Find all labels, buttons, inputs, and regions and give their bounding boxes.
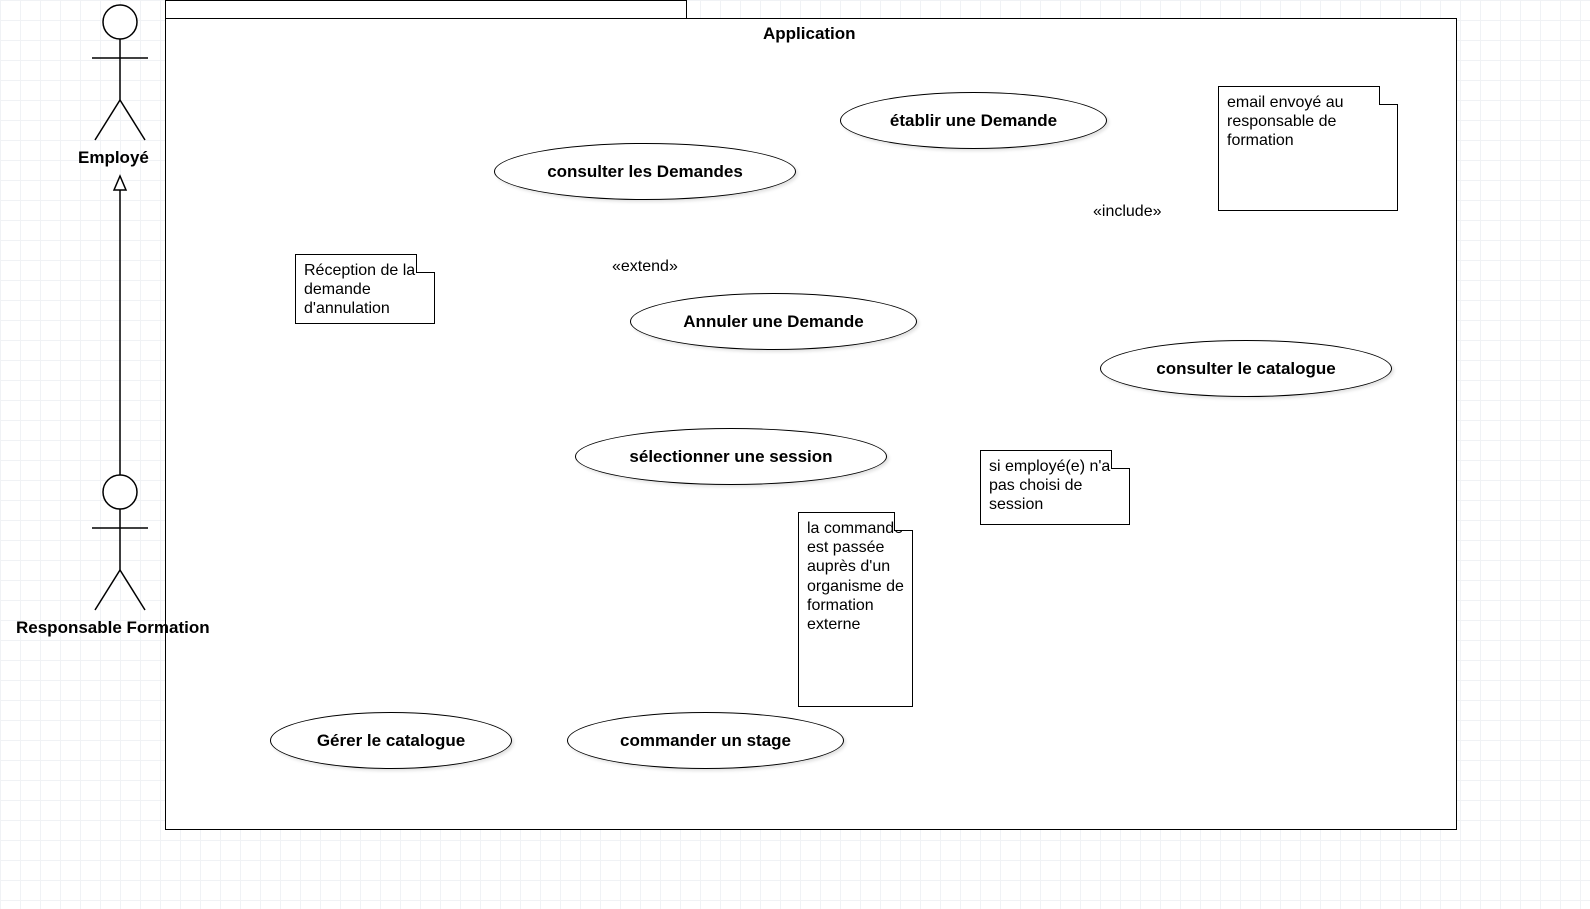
usecase-commander-stage[interactable]: commander un stage xyxy=(567,712,844,769)
note-si-employe: si employé(e) n'a pas choisi de session xyxy=(980,450,1130,525)
usecase-etablir-demande[interactable]: établir une Demande xyxy=(840,92,1107,149)
note-email-text: email envoyé au responsable de formation xyxy=(1227,94,1344,149)
actor-employe-icon xyxy=(92,5,148,140)
system-title: Application xyxy=(763,24,856,44)
label-extend: «extend» xyxy=(612,258,678,276)
note-reception: Réception de la demande d'annulation xyxy=(295,254,435,324)
usecase-selectionner-session[interactable]: sélectionner une session xyxy=(575,428,887,485)
note-reception-text: Réception de la demande d'annulation xyxy=(304,262,415,317)
note-email: email envoyé au responsable de formation xyxy=(1218,86,1398,211)
usecase-annuler-demande[interactable]: Annuler une Demande xyxy=(630,293,917,350)
usecase-gerer-catalogue[interactable]: Gérer le catalogue xyxy=(270,712,512,769)
actor-responsable-icon xyxy=(92,475,148,610)
note-si-employe-text: si employé(e) n'a pas choisi de session xyxy=(989,458,1110,513)
actor-responsable-label: Responsable Formation xyxy=(16,618,210,638)
note-commande: la commande est passée auprès d'un organ… xyxy=(798,512,913,707)
note-commande-text: la commande est passée auprès d'un organ… xyxy=(807,520,904,633)
actor-employe-label: Employé xyxy=(78,148,149,168)
usecase-consulter-demandes[interactable]: consulter les Demandes xyxy=(494,143,796,200)
usecase-consulter-catalogue[interactable]: consulter le catalogue xyxy=(1100,340,1392,397)
label-include: «include» xyxy=(1093,203,1162,221)
system-tab xyxy=(165,0,687,19)
